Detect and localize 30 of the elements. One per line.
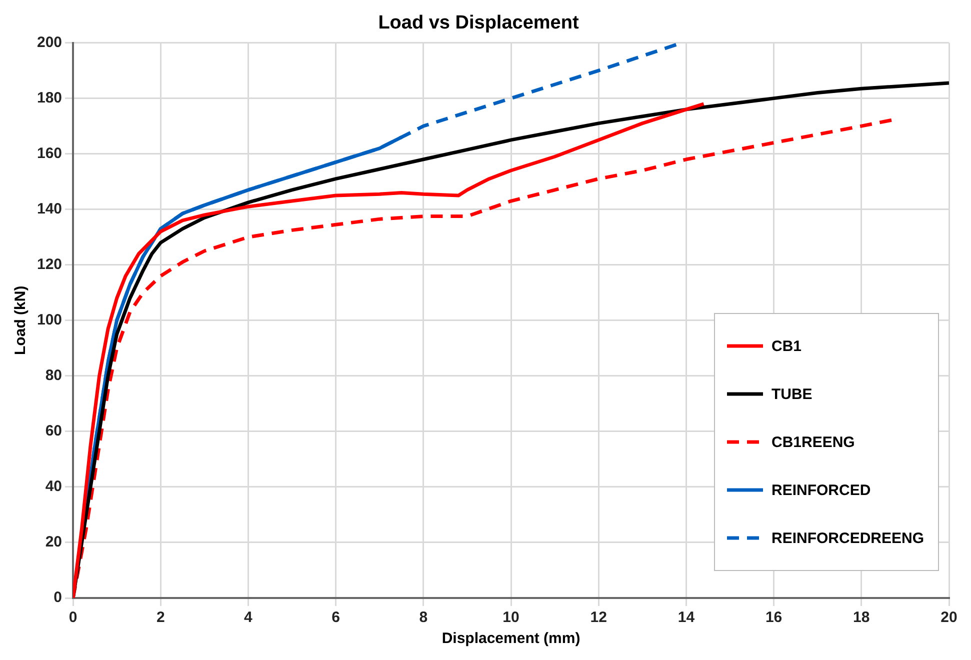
y-tick-label: 140 <box>36 200 62 218</box>
x-tick-label: 6 <box>332 609 340 626</box>
legend-label: CB1REENG <box>771 434 855 450</box>
legend-label: REINFORCED <box>771 482 871 498</box>
y-tick-label: 20 <box>45 534 62 551</box>
x-tick-label: 14 <box>678 609 696 626</box>
y-tick-label: 80 <box>45 367 62 384</box>
y-tick-label: 120 <box>36 256 62 274</box>
y-tick-label: 180 <box>36 89 62 106</box>
x-tick-label: 2 <box>156 609 165 626</box>
y-tick-label: 40 <box>45 478 62 496</box>
legend-label: TUBE <box>771 386 812 402</box>
y-tick-label: 200 <box>36 34 62 51</box>
x-axis-title: Displacement (mm) <box>442 630 580 648</box>
x-tick-label: 10 <box>502 609 520 626</box>
x-tick-label: 18 <box>853 609 870 626</box>
x-tick-label: 0 <box>68 609 78 626</box>
x-tick-label: 4 <box>244 609 254 626</box>
y-axis-title: Load (kN) <box>12 286 30 355</box>
x-tick-label: 20 <box>940 609 958 626</box>
legend-label: CB1 <box>771 338 802 354</box>
y-tick-label: 160 <box>36 144 62 162</box>
legend-label: REINFORCEDREENG <box>771 530 924 546</box>
x-tick-label: 8 <box>419 609 428 626</box>
x-tick-label: 12 <box>590 609 607 626</box>
y-tick-label: 0 <box>54 589 62 606</box>
y-tick-label: 60 <box>45 422 62 440</box>
x-tick-label: 16 <box>765 609 782 626</box>
chart-title: Load vs Displacement <box>378 12 580 34</box>
y-tick-label: 100 <box>36 312 62 329</box>
